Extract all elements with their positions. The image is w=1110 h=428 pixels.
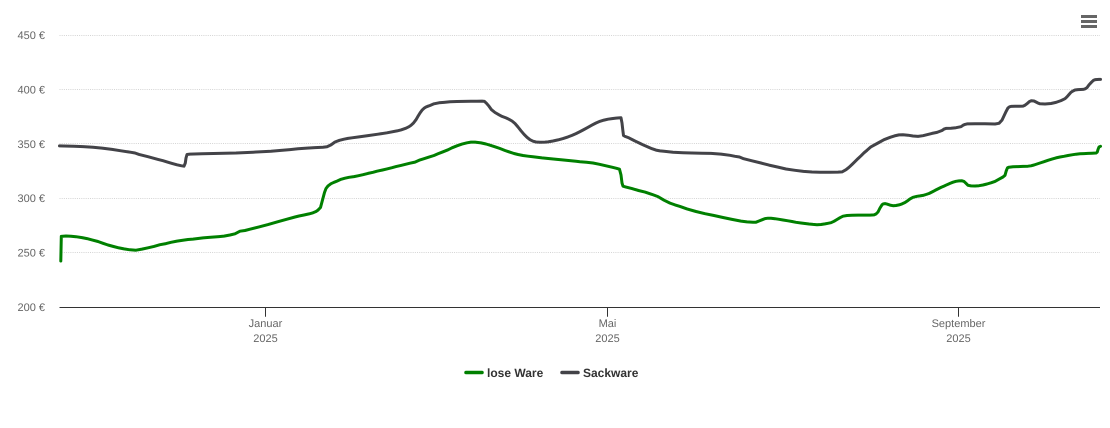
svg-text:lose Ware: lose Ware [487,366,544,380]
svg-text:Mai: Mai [599,318,617,330]
svg-text:2025: 2025 [253,333,277,345]
svg-text:200 €: 200 € [17,302,45,314]
svg-text:450 €: 450 € [17,30,45,42]
svg-text:350 €: 350 € [17,139,45,151]
svg-text:250 €: 250 € [17,248,45,260]
svg-text:400 €: 400 € [17,84,45,96]
svg-text:September: September [932,318,986,330]
svg-text:Sackware: Sackware [583,366,639,380]
svg-text:300 €: 300 € [17,193,45,205]
svg-text:2025: 2025 [946,333,970,345]
svg-text:2025: 2025 [595,333,619,345]
svg-text:Januar: Januar [249,318,283,330]
